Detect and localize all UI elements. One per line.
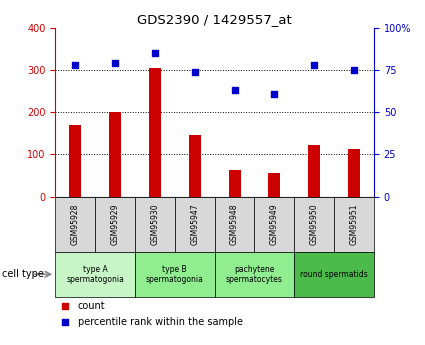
- Text: round spermatids: round spermatids: [300, 270, 368, 279]
- Bar: [69, 125, 81, 197]
- Bar: [334, 197, 374, 252]
- Text: GSM95949: GSM95949: [270, 204, 279, 245]
- Bar: [269, 174, 281, 197]
- Bar: [55, 197, 95, 252]
- Bar: [175, 197, 215, 252]
- Bar: [149, 68, 161, 197]
- Point: [191, 69, 198, 74]
- Text: GSM95928: GSM95928: [71, 204, 79, 245]
- Text: GSM95947: GSM95947: [190, 204, 199, 245]
- Bar: [229, 170, 241, 197]
- Point: [311, 62, 317, 68]
- Bar: [109, 112, 121, 197]
- Bar: [294, 252, 374, 297]
- Point: [112, 60, 119, 66]
- Bar: [135, 197, 175, 252]
- Text: type B
spermatogonia: type B spermatogonia: [146, 265, 204, 284]
- Text: percentile rank within the sample: percentile rank within the sample: [77, 317, 243, 326]
- Text: GSM95929: GSM95929: [110, 204, 119, 245]
- Text: cell type: cell type: [2, 269, 44, 279]
- Text: GSM95948: GSM95948: [230, 204, 239, 245]
- Point: [61, 319, 68, 324]
- Point: [61, 304, 68, 309]
- Text: pachytene
spermatocytes: pachytene spermatocytes: [226, 265, 283, 284]
- Point: [351, 67, 357, 72]
- Point: [151, 50, 158, 56]
- Text: GSM95951: GSM95951: [350, 204, 359, 245]
- Text: GSM95950: GSM95950: [310, 204, 319, 245]
- Point: [231, 87, 238, 93]
- Bar: [95, 197, 135, 252]
- Title: GDS2390 / 1429557_at: GDS2390 / 1429557_at: [137, 13, 292, 27]
- Bar: [135, 252, 215, 297]
- Bar: [215, 197, 255, 252]
- Point: [271, 91, 278, 96]
- Bar: [294, 197, 334, 252]
- Text: count: count: [77, 302, 105, 311]
- Bar: [189, 135, 201, 197]
- Text: type A
spermatogonia: type A spermatogonia: [66, 265, 124, 284]
- Point: [72, 62, 79, 68]
- Bar: [255, 197, 294, 252]
- Bar: [308, 145, 320, 197]
- Bar: [348, 149, 360, 197]
- Bar: [215, 252, 294, 297]
- Text: GSM95930: GSM95930: [150, 204, 159, 245]
- Bar: [55, 252, 135, 297]
